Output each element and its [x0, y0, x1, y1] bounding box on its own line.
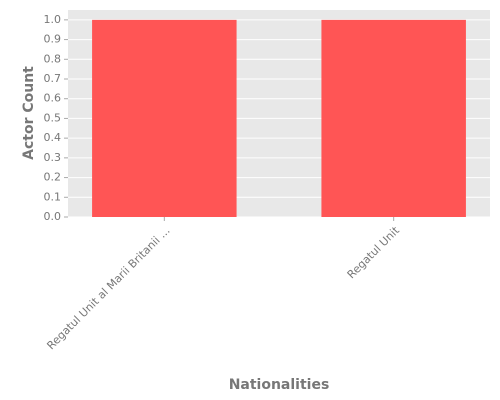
x-axis-title: Nationalities — [229, 377, 330, 393]
y-tick-label: 0.0 — [44, 210, 62, 223]
y-tick-label: 0.7 — [44, 72, 62, 85]
bar — [321, 19, 466, 217]
x-tick-label: Regatul Unit al Marii Britanii ... — [44, 224, 172, 352]
y-tick-label: 0.9 — [44, 33, 62, 46]
y-tick-label: 1.0 — [44, 13, 62, 26]
y-tick-label: 0.1 — [44, 190, 62, 203]
y-axis-title: Actor Count — [21, 66, 37, 160]
y-tick-label: 0.3 — [44, 151, 62, 164]
y-tick-label: 0.5 — [44, 111, 62, 124]
bar — [92, 19, 237, 217]
y-tick-label: 0.4 — [44, 131, 62, 144]
y-tick-label: 0.2 — [44, 171, 62, 184]
y-tick-label: 0.8 — [44, 52, 62, 65]
y-tick-label: 0.6 — [44, 92, 62, 105]
x-tick-label: Regatul Unit — [345, 224, 403, 282]
